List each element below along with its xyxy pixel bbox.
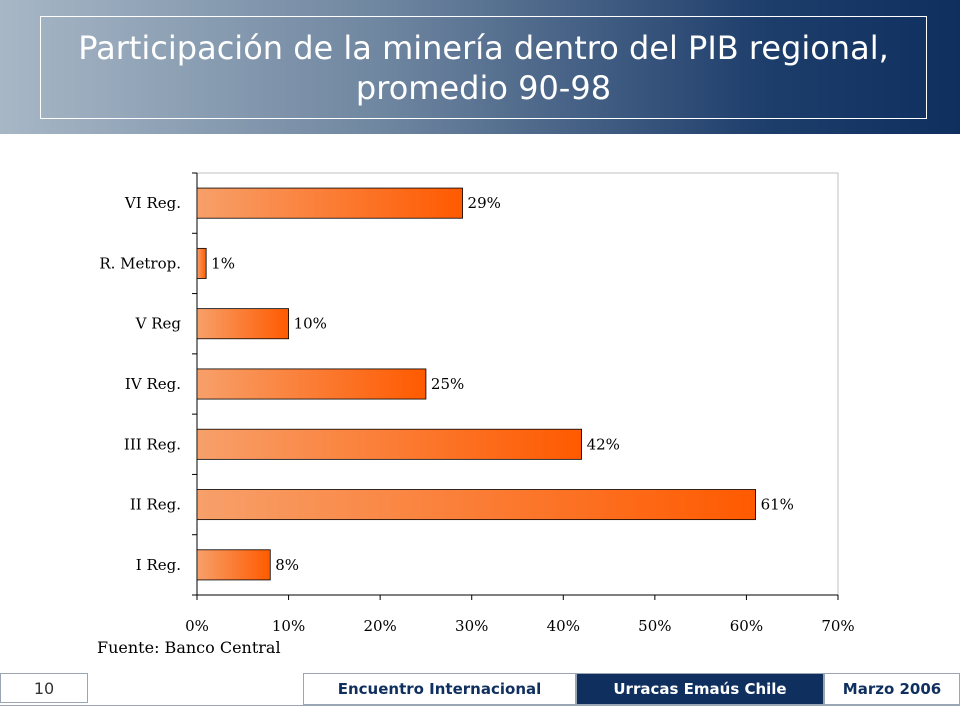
data-label: 8% [275, 556, 299, 574]
category-label: IV Reg. [125, 375, 181, 393]
slide-title-line2: promedio 90-98 [355, 68, 612, 107]
data-label: 42% [587, 435, 620, 453]
footer-event: Encuentro Internacional [303, 673, 576, 705]
category-label: II Reg. [130, 496, 181, 514]
source-note: Fuente: Banco Central [97, 638, 281, 657]
x-tick-label: 10% [272, 617, 305, 635]
x-tick-label: 20% [363, 617, 396, 635]
x-tick-label: 0% [185, 617, 209, 635]
bar [196, 428, 583, 460]
bar [196, 247, 207, 279]
title-box: Participación de la minería dentro del P… [40, 16, 927, 119]
category-label: V Reg [135, 315, 182, 333]
category-label: III Reg. [124, 435, 181, 453]
bar [196, 549, 271, 581]
bar [196, 489, 756, 521]
page-number: 10 [0, 673, 88, 703]
x-tick-label: 30% [455, 617, 488, 635]
slide-header: Participación de la minería dentro del P… [0, 0, 960, 134]
data-label: 25% [431, 375, 464, 393]
x-tick-label: 70% [821, 617, 854, 635]
data-label: 1% [211, 254, 235, 272]
bar [196, 308, 289, 340]
bar [196, 187, 463, 219]
footer-date: Marzo 2006 [824, 673, 960, 705]
slide-title-line1: Participación de la minería dentro del P… [78, 28, 889, 67]
category-label: I Reg. [136, 556, 181, 574]
x-tick-label: 60% [730, 617, 763, 635]
category-label: R. Metrop. [99, 254, 181, 272]
data-label: 29% [468, 194, 501, 212]
data-label: 61% [761, 496, 794, 514]
bar [196, 368, 427, 400]
footer-organization: Urracas Emaús Chile [576, 673, 824, 705]
data-label: 10% [294, 315, 327, 333]
category-label: VI Reg. [124, 194, 181, 212]
x-tick-label: 40% [547, 617, 580, 635]
footer-divider [0, 705, 960, 706]
x-tick-label: 50% [638, 617, 671, 635]
